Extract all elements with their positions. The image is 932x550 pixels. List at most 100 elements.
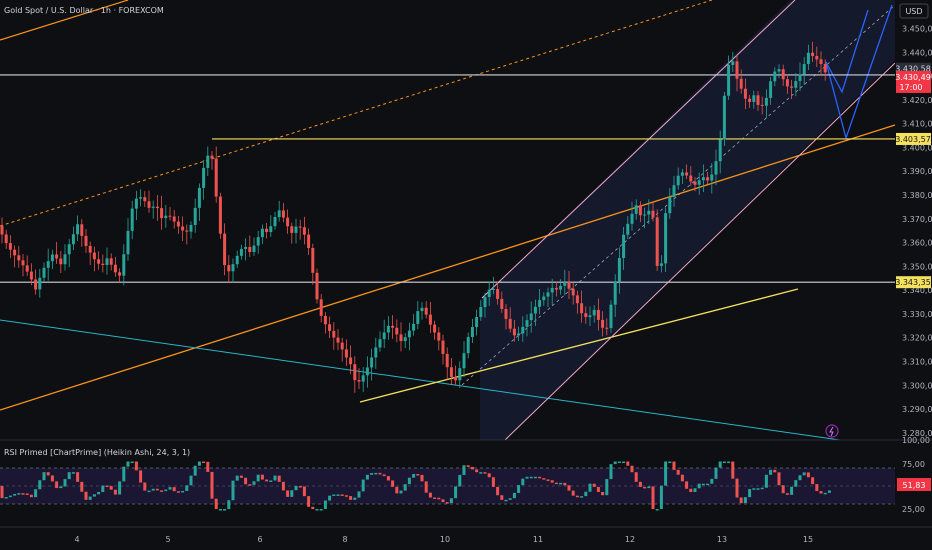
- candle-body: [239, 248, 243, 256]
- candle-body: [378, 339, 382, 348]
- orange-trendline-top[interactable]: [0, 0, 129, 41]
- rsi-candle: [67, 472, 71, 480]
- rsi-value-label: 51,83: [903, 481, 926, 490]
- orange-trendline-main[interactable]: [0, 124, 896, 411]
- y-tick-label: 3.400,00: [902, 143, 932, 152]
- candle-body: [71, 234, 75, 245]
- orange-dashed-line[interactable]: [0, 0, 713, 227]
- rsi-candle: [206, 461, 210, 472]
- candle-body: [701, 177, 705, 181]
- rsi-candle: [353, 497, 357, 500]
- candle-body: [349, 357, 353, 365]
- blue-projection-path-a[interactable]: [825, 9, 869, 94]
- candle-body: [596, 309, 600, 320]
- rsi-candle: [63, 479, 67, 487]
- candle-body: [218, 196, 222, 234]
- blue-projection-path-b[interactable]: [825, 4, 893, 141]
- lightning-icon[interactable]: [825, 424, 839, 438]
- rsi-candle: [676, 469, 680, 475]
- rsi-candle: [449, 498, 453, 504]
- teal-trendline[interactable]: [0, 319, 841, 441]
- price-badge-label: 3.343,35: [895, 278, 931, 287]
- candle-body: [693, 181, 697, 185]
- rsi-candle: [596, 486, 600, 492]
- price-badge: [896, 132, 931, 145]
- rsi-candle: [609, 464, 613, 480]
- candle-body: [550, 287, 554, 293]
- rsi-candle: [416, 474, 420, 476]
- rsi-candle: [525, 476, 529, 479]
- pink-channel-top[interactable]: [481, 0, 796, 299]
- candle-body: [139, 197, 143, 199]
- candle-body: [290, 226, 294, 233]
- candle-body: [302, 227, 306, 235]
- candle-body: [777, 69, 781, 72]
- rsi-candle: [626, 461, 630, 466]
- candle-body: [727, 64, 731, 96]
- candle-body: [185, 230, 189, 232]
- y-tick-label: 3.300,00: [902, 381, 932, 390]
- candle-body: [458, 368, 462, 381]
- candle-body: [529, 313, 533, 321]
- rsi-candle: [412, 474, 416, 478]
- candle-body: [235, 255, 239, 265]
- rsi-candle: [794, 480, 798, 487]
- candle-body: [193, 207, 197, 225]
- candle-body: [143, 197, 147, 202]
- rsi-candle: [202, 461, 206, 464]
- candle-body: [38, 277, 42, 290]
- rsi-candle: [239, 475, 243, 478]
- rsi-candle: [622, 461, 626, 464]
- rsi-candle: [4, 497, 8, 499]
- rsi-candle: [538, 476, 542, 479]
- candle-body: [626, 223, 630, 235]
- rsi-candle: [46, 472, 50, 476]
- candle-body: [823, 64, 827, 73]
- candle-body: [769, 81, 773, 98]
- drawing-layer[interactable]: [0, 0, 896, 441]
- rsi-candle: [504, 499, 508, 502]
- candle-body: [34, 279, 38, 290]
- candle-body: [815, 56, 819, 60]
- candle-body: [67, 244, 71, 255]
- candle-body: [496, 288, 500, 299]
- rsi-candle: [17, 493, 21, 495]
- y-tick-label: 3.440,00: [902, 48, 932, 57]
- rsi-candle: [302, 486, 306, 497]
- candle-body: [483, 297, 487, 308]
- candle-body: [160, 208, 164, 219]
- candle-body: [260, 228, 264, 238]
- x-tick-label: 12: [625, 535, 635, 544]
- rsi-candle: [764, 474, 768, 488]
- rsi-candle: [315, 509, 319, 511]
- candle-body: [475, 317, 479, 328]
- candle-body: [811, 52, 815, 57]
- yellow-support-line[interactable]: [359, 288, 799, 403]
- candle-body: [286, 217, 290, 227]
- candle-body: [454, 376, 458, 381]
- horizontal-levels[interactable]: [0, 74, 895, 283]
- rsi-candle: [273, 475, 277, 481]
- rsi-candle: [580, 496, 584, 498]
- x-tick-label: 13: [717, 535, 727, 544]
- rsi-candle: [269, 480, 273, 482]
- rsi-candle: [256, 474, 260, 482]
- candle-body: [546, 292, 550, 297]
- time-axis[interactable]: 4 5 6 8 10 11 12 13 15: [74, 535, 813, 544]
- pink-channel-bottom[interactable]: [504, 62, 896, 441]
- rsi-candle: [554, 482, 558, 485]
- channel-midline[interactable]: [461, 4, 896, 386]
- candle-body: [714, 161, 718, 175]
- currency-button[interactable]: [899, 3, 929, 19]
- rsi-candle: [512, 492, 516, 499]
- rsi-candle: [34, 489, 38, 498]
- y-tick-label: 3.380,00: [902, 191, 932, 200]
- rsi-candle: [487, 473, 491, 478]
- candle-body: [25, 265, 29, 272]
- rsi-candle: [605, 479, 609, 496]
- price-axis[interactable]: 3.450,003.440,003.430,003.420,003.410,00…: [902, 25, 932, 438]
- x-tick-label: 5: [165, 535, 170, 544]
- rsi-candle: [466, 465, 470, 467]
- rsi-candle: [815, 484, 819, 492]
